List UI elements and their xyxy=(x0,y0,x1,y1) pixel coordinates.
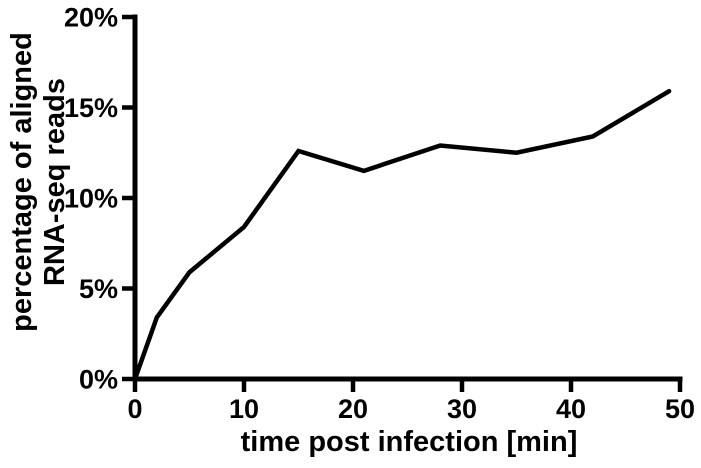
x-tick-label: 40 xyxy=(556,394,586,424)
y-tick-label: 10% xyxy=(64,184,118,214)
y-tick-label: 0% xyxy=(79,365,118,395)
axis-spines xyxy=(132,14,683,382)
x-tick-label: 10 xyxy=(229,394,259,424)
y-axis-label-line2: RNA-seq reads xyxy=(39,78,71,286)
x-tick-label: 20 xyxy=(338,394,368,424)
y-tick-label: 20% xyxy=(64,3,118,33)
x-tick-label: 50 xyxy=(665,394,695,424)
x-tick-label: 30 xyxy=(447,394,477,424)
y-tick-label: 5% xyxy=(79,274,118,304)
y-axis-label: percentage of aligned RNA-seq reads xyxy=(6,0,72,372)
data-line xyxy=(132,88,672,382)
x-axis-label: time post infection [min] xyxy=(240,426,578,458)
y-tick-label: 15% xyxy=(64,93,118,123)
x-tick-label: 0 xyxy=(127,394,142,424)
y-axis-label-line1: percentage of aligned xyxy=(6,32,38,332)
